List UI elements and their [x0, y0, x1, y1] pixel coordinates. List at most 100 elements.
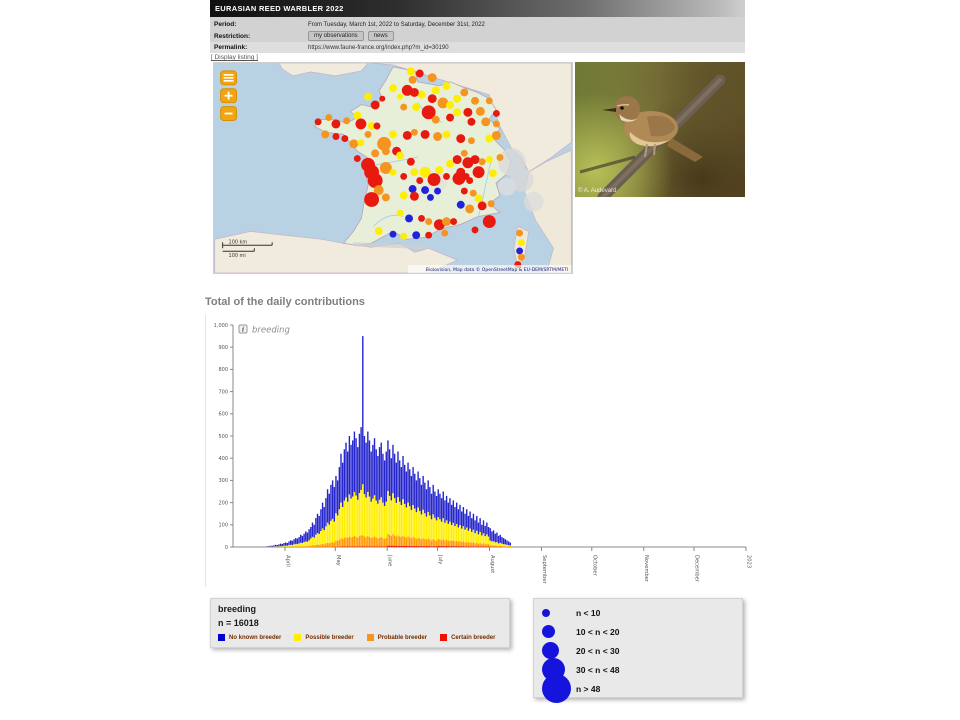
map-observation-dot[interactable] — [357, 139, 364, 146]
map-observation-dot[interactable] — [416, 70, 424, 78]
map-observation-dot[interactable] — [428, 94, 437, 103]
map-observation-dot[interactable] — [434, 188, 441, 195]
map-observation-dot[interactable] — [390, 231, 397, 238]
map-observation-dot[interactable] — [410, 168, 418, 176]
map-observation-dot[interactable] — [453, 155, 462, 164]
map-observation-dot[interactable] — [443, 82, 451, 90]
map-observation-dot[interactable] — [375, 227, 383, 235]
map-observation-dot[interactable] — [412, 231, 420, 239]
map-observation-dot[interactable] — [371, 149, 379, 157]
map-observation-dot[interactable] — [353, 112, 361, 120]
map-observation-dot[interactable] — [442, 217, 451, 226]
map-observation-dot[interactable] — [493, 110, 500, 117]
map-observation-dot[interactable] — [516, 247, 523, 254]
map-observation-dot[interactable] — [354, 155, 361, 162]
zoom-in-button[interactable] — [221, 89, 237, 103]
map-observation-dot[interactable] — [410, 88, 419, 97]
distribution-map[interactable]: 100 km 100 mi Biolovision, Map data © Op… — [213, 62, 573, 274]
map-observation-dot[interactable] — [379, 96, 385, 102]
map-observation-dot[interactable] — [364, 192, 379, 207]
map-observation-dot[interactable] — [331, 119, 340, 128]
map-observation-dot[interactable] — [389, 130, 397, 138]
map-observation-dot[interactable] — [493, 120, 500, 127]
map-observation-dot[interactable] — [364, 93, 372, 101]
map-observation-dot[interactable] — [446, 101, 454, 109]
map-observation-dot[interactable] — [389, 84, 397, 92]
map-observation-dot[interactable] — [483, 215, 496, 228]
map-observation-dot[interactable] — [456, 134, 465, 143]
map-observation-dot[interactable] — [518, 254, 525, 261]
map-observation-dot[interactable] — [407, 158, 415, 166]
map-observation-dot[interactable] — [421, 130, 430, 139]
map-observation-dot[interactable] — [478, 201, 487, 210]
map-observation-dot[interactable] — [476, 107, 485, 116]
map-observation-dot[interactable] — [397, 210, 404, 217]
map-observation-dot[interactable] — [435, 166, 443, 174]
map-observation-dot[interactable] — [453, 95, 461, 103]
map-observation-dot[interactable] — [457, 201, 465, 209]
map-observation-dot[interactable] — [470, 190, 477, 197]
map-observation-dot[interactable] — [411, 129, 418, 136]
map-observation-dot[interactable] — [421, 186, 429, 194]
map-observation-dot[interactable] — [450, 218, 457, 225]
map-observation-dot[interactable] — [486, 156, 493, 163]
map-observation-dot[interactable] — [400, 104, 407, 111]
map-observation-dot[interactable] — [497, 154, 504, 161]
map-observation-dot[interactable] — [479, 158, 486, 165]
map-observation-dot[interactable] — [473, 166, 485, 178]
map-observation-dot[interactable] — [468, 137, 475, 144]
map-observation-dot[interactable] — [341, 135, 348, 142]
map-observation-dot[interactable] — [418, 215, 425, 222]
map-observation-dot[interactable] — [516, 230, 523, 237]
map-observation-dot[interactable] — [332, 133, 339, 140]
map-observation-dot[interactable] — [453, 108, 461, 116]
map-observation-dot[interactable] — [463, 108, 472, 117]
layers-button[interactable] — [221, 71, 237, 85]
map-observation-dot[interactable] — [471, 97, 479, 105]
map-observation-dot[interactable] — [443, 173, 450, 180]
map-observation-dot[interactable] — [390, 169, 397, 176]
map-observation-dot[interactable] — [433, 132, 442, 141]
map-observation-dot[interactable] — [475, 194, 483, 202]
map-observation-dot[interactable] — [472, 226, 479, 233]
map-observation-dot[interactable] — [446, 114, 454, 122]
map-observation-dot[interactable] — [365, 131, 372, 138]
map-observation-dot[interactable] — [471, 155, 480, 164]
map-observation-dot[interactable] — [481, 117, 490, 126]
map-observation-dot[interactable] — [460, 88, 468, 96]
map-observation-dot[interactable] — [349, 139, 358, 148]
map-observation-dot[interactable] — [403, 131, 412, 140]
map-observation-dot[interactable] — [425, 232, 432, 239]
map-observation-dot[interactable] — [373, 123, 380, 130]
map-observation-dot[interactable] — [315, 118, 322, 125]
map-observation-dot[interactable] — [400, 191, 408, 199]
map-observation-dot[interactable] — [446, 160, 454, 168]
map-observation-dot[interactable] — [443, 130, 451, 138]
map-observation-dot[interactable] — [355, 118, 366, 129]
map-observation-dot[interactable] — [461, 188, 468, 195]
map-observation-dot[interactable] — [321, 130, 329, 138]
restriction-button-news[interactable]: news — [368, 31, 394, 41]
map-observation-dot[interactable] — [416, 177, 423, 184]
map-observation-dot[interactable] — [441, 230, 448, 237]
zoom-out-button[interactable] — [221, 107, 237, 121]
map-observation-dot[interactable] — [425, 218, 432, 225]
map-observation-dot[interactable] — [400, 233, 407, 240]
map-observation-dot[interactable] — [410, 192, 419, 201]
map-observation-dot[interactable] — [427, 194, 434, 201]
map-observation-dot[interactable] — [412, 103, 420, 111]
map-observation-dot[interactable] — [371, 101, 380, 110]
display-listing-link[interactable]: [ Display listing ] — [211, 54, 258, 61]
map-observation-dot[interactable] — [397, 94, 403, 100]
map-observation-dot[interactable] — [489, 169, 497, 177]
map-observation-dot[interactable] — [409, 185, 417, 193]
map-observation-dot[interactable] — [343, 117, 350, 124]
map-observation-dot[interactable] — [492, 131, 501, 140]
restriction-button-my-observations[interactable]: my observations — [308, 31, 364, 41]
map-observation-dot[interactable] — [486, 97, 493, 104]
map-observation-dot[interactable] — [382, 147, 390, 155]
map-observation-dot[interactable] — [405, 214, 413, 222]
map-observation-dot[interactable] — [325, 114, 332, 121]
permalink-link[interactable]: https://www.faune-france.org/index.php?m… — [308, 45, 449, 51]
map-observation-dot[interactable] — [461, 150, 468, 157]
